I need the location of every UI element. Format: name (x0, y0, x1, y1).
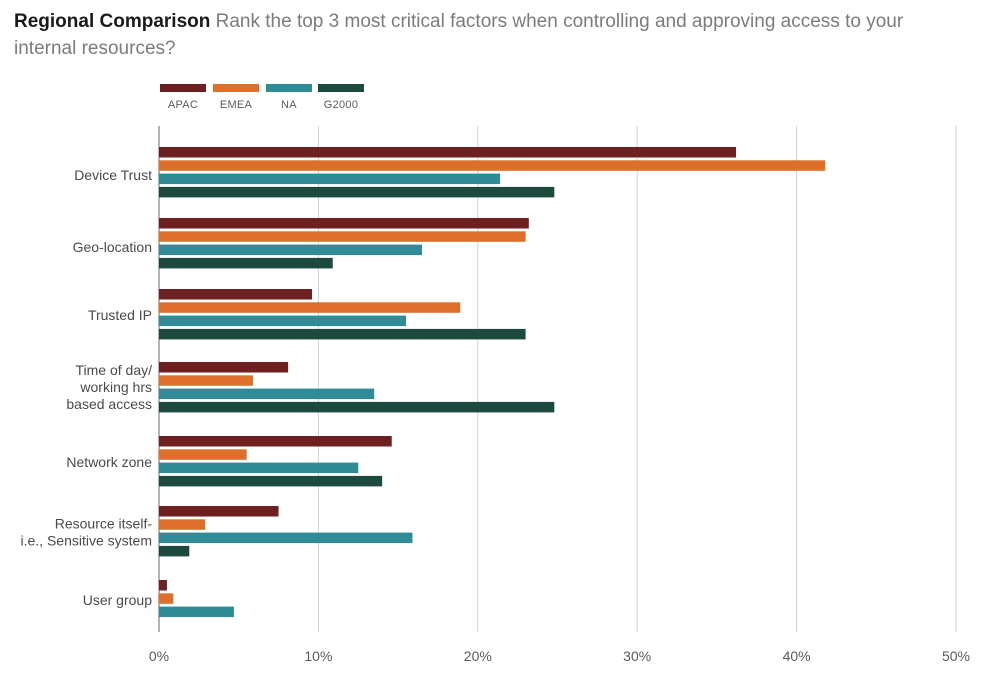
category-label: Resource itself- (55, 516, 153, 532)
legend: APAC EMEA NA G2000 (160, 84, 364, 111)
bar-emea (159, 519, 206, 530)
bar-na (159, 462, 359, 474)
x-axis-ticks: 0% 10% 20% 30% 40% 50% (149, 648, 970, 664)
bars (159, 147, 826, 618)
legend-swatch-apac (160, 84, 206, 92)
bar-g2000 (159, 401, 555, 413)
bar-emea (159, 302, 461, 313)
bar-apac (159, 147, 737, 158)
bar-na (159, 606, 234, 618)
category-label: i.e., Sensitive system (21, 533, 153, 549)
category-label: based access (66, 396, 152, 412)
chart-subtitle: Rank the top 3 most critical factors whe… (14, 11, 904, 59)
category-label: Network zone (66, 454, 152, 470)
bar-emea (159, 449, 247, 460)
x-tick-label: 0% (149, 648, 169, 664)
bar-g2000 (159, 257, 333, 269)
legend-label-na: NA (281, 99, 297, 111)
legend-swatch-g2000 (318, 84, 364, 92)
bar-na (159, 315, 407, 327)
gridlines (158, 126, 957, 632)
x-tick-label: 30% (623, 648, 651, 664)
bar-apac (159, 580, 167, 591)
legend-swatch-emea (213, 84, 259, 92)
x-tick-label: 50% (942, 648, 970, 664)
bar-emea (159, 593, 174, 604)
bar-na (159, 388, 375, 400)
x-tick-label: 20% (464, 648, 492, 664)
bar-apac (159, 436, 392, 447)
bar-na (159, 532, 413, 544)
legend-label-emea: EMEA (220, 99, 253, 111)
bar-apac (159, 289, 313, 300)
bar-g2000 (159, 475, 383, 487)
category-label: working hrs (79, 379, 152, 395)
bar-apac (159, 506, 279, 517)
x-tick-label: 10% (304, 648, 332, 664)
chart-title-bold: Regional Comparison (14, 11, 211, 32)
category-label: Geo-location (73, 239, 152, 255)
bar-g2000 (159, 186, 555, 198)
bar-na (159, 173, 501, 185)
legend-label-apac: APAC (168, 99, 198, 111)
category-label: User group (83, 592, 152, 608)
category-label: Device Trust (74, 167, 152, 183)
bar-na (159, 244, 423, 256)
category-label: Time of day/ (75, 362, 152, 378)
bar-apac (159, 218, 529, 229)
bar-apac (159, 362, 289, 373)
category-label: Trusted IP (88, 307, 152, 323)
category-labels: Device Trust Geo-location Trusted IP Time o… (21, 167, 153, 608)
bar-g2000 (159, 545, 190, 557)
bar-emea (159, 231, 526, 242)
chart-title: Regional Comparison Rank the top 3 most … (14, 8, 914, 62)
legend-label-g2000: G2000 (324, 99, 359, 111)
bar-emea (159, 375, 254, 386)
legend-swatch-na (266, 84, 312, 92)
bar-g2000 (159, 328, 526, 340)
bar-emea (159, 160, 826, 171)
x-tick-label: 40% (783, 648, 811, 664)
